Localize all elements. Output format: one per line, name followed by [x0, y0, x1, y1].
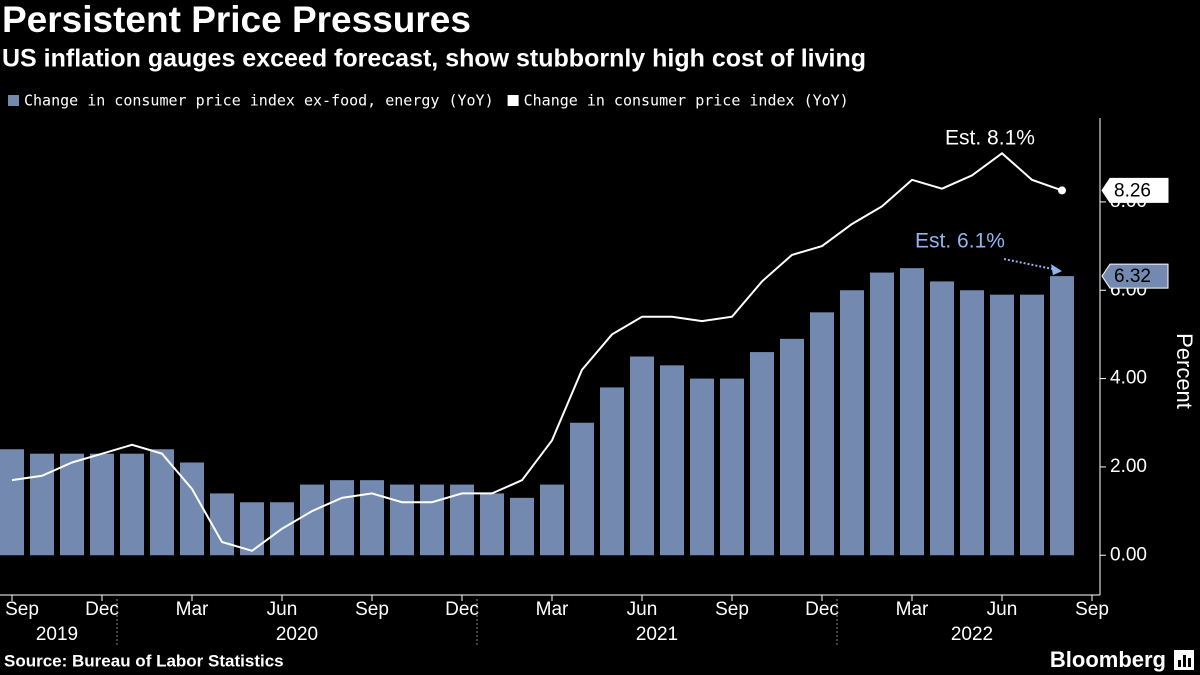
bar [390, 484, 414, 556]
bar [990, 294, 1014, 556]
bar [660, 365, 684, 556]
annotation: Est. 6.1% [915, 230, 1005, 253]
chart-subtitle: US inflation gauges exceed forecast, sho… [2, 45, 866, 73]
x-tick-label: Dec [85, 599, 119, 620]
x-tick-label: Sep [1075, 599, 1109, 620]
x-tick-label: Sep [355, 599, 389, 620]
bar [1050, 276, 1074, 556]
source: Source: Bureau of Labor Statistics [4, 651, 284, 670]
x-tick-label: Jun [267, 599, 298, 620]
x-tick-label: Dec [805, 599, 839, 620]
bar [120, 453, 144, 556]
y-tick-label: 4.00 [1110, 368, 1147, 389]
legend-label: Change in consumer price index ex-food, … [24, 92, 494, 110]
bar [1020, 294, 1044, 556]
bar [540, 484, 564, 556]
x-tick-label: Dec [445, 599, 479, 620]
x-year-label: 2019 [36, 624, 78, 645]
x-tick-label: Mar [896, 599, 929, 620]
bar [900, 268, 924, 556]
x-tick-label: Jun [627, 599, 658, 620]
bar [870, 272, 894, 556]
bar [300, 484, 324, 556]
line [11, 152, 1063, 552]
value-callout [1101, 177, 1169, 203]
x-tick-label: Sep [5, 599, 39, 620]
bar [420, 484, 444, 556]
bar [810, 312, 834, 556]
bar [720, 378, 744, 556]
brand-icon-bar [1188, 658, 1191, 667]
bar [600, 387, 624, 556]
bar [480, 493, 504, 556]
brand-icon-bar [1183, 655, 1186, 667]
bar [360, 480, 384, 556]
y-tick-label: 0.00 [1110, 544, 1147, 565]
legend-swatch [8, 95, 19, 106]
x-tick-label: Sep [715, 599, 749, 620]
x-tick-label: Mar [176, 599, 209, 620]
y-tick-label: 2.00 [1110, 456, 1147, 477]
bar [780, 338, 804, 556]
annotation: Est. 8.1% [945, 127, 1035, 150]
x-year-label: 2020 [276, 624, 318, 645]
value-label: 8.26 [1114, 180, 1151, 201]
bar [510, 497, 534, 556]
x-year-label: 2021 [636, 624, 678, 645]
brand: Bloomberg [1050, 647, 1166, 672]
bar [0, 449, 24, 556]
bar [90, 453, 114, 556]
brand-icon-bar [1178, 660, 1181, 667]
chart-title: Persistent Price Pressures [2, 0, 471, 40]
bar [750, 352, 774, 556]
bar [570, 422, 594, 556]
bar [60, 453, 84, 556]
bar [210, 493, 234, 556]
annotation-arrow [1003, 258, 1059, 272]
bar [150, 449, 174, 556]
bar [930, 281, 954, 556]
x-tick-label: Mar [536, 599, 569, 620]
bar [240, 502, 264, 556]
legend-label: Change in consumer price index (YoY) [524, 92, 849, 110]
bar [180, 462, 204, 556]
bar [30, 453, 54, 556]
bar [330, 480, 354, 556]
bar [840, 290, 864, 556]
end-point [1058, 186, 1066, 195]
value-label: 6.32 [1114, 266, 1151, 287]
x-year-label: 2022 [951, 624, 993, 645]
value-callout [1101, 263, 1169, 289]
y-axis-label: Percent [1172, 333, 1197, 409]
bar [630, 356, 654, 556]
bar [960, 290, 984, 556]
x-tick-label: Jun [987, 599, 1018, 620]
bar [690, 378, 714, 556]
annotation-arrowhead [1051, 264, 1062, 276]
legend-swatch [507, 95, 519, 106]
